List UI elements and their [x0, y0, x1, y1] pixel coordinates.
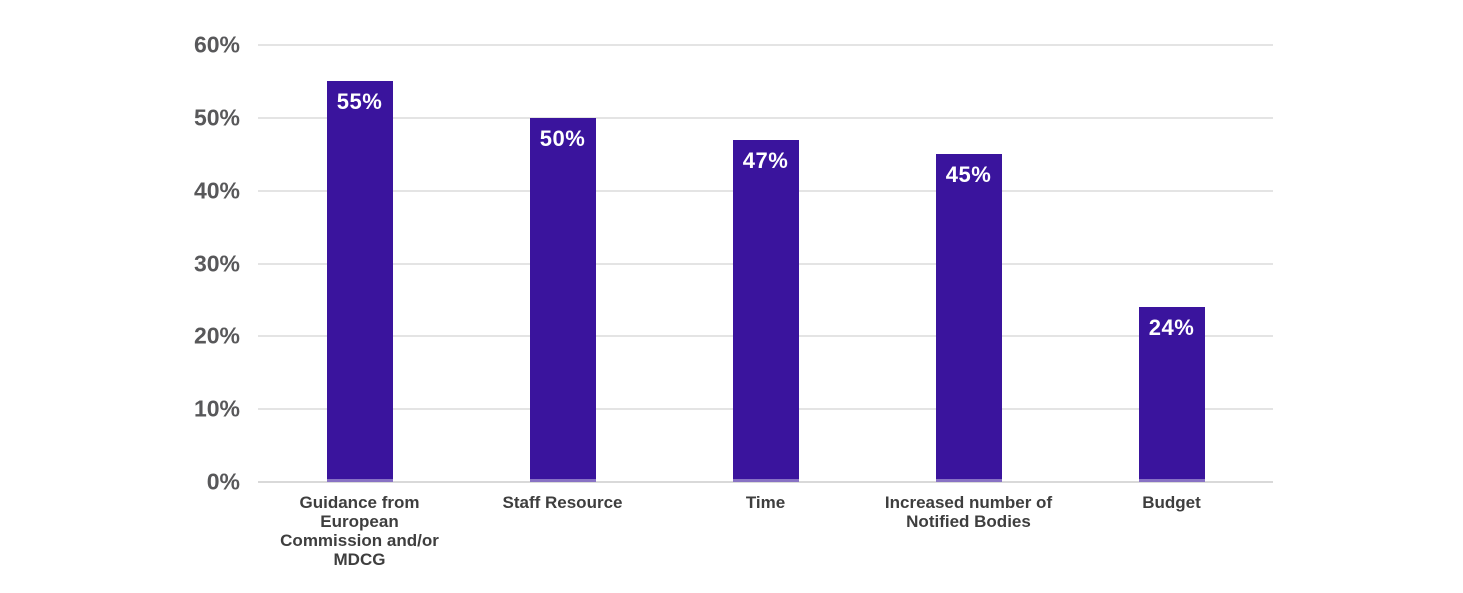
bar: 55% [326, 81, 393, 482]
bar: 45% [935, 154, 1002, 482]
bar-value-label: 55% [336, 89, 383, 115]
gridline [258, 44, 1273, 46]
bar: 24% [1138, 307, 1205, 482]
y-tick-label: 10% [193, 395, 240, 422]
x-category-label: Guidance from European Commission and/or… [280, 493, 439, 569]
x-category-label: Time [745, 493, 786, 512]
bar-value-label: 24% [1148, 315, 1195, 341]
bar-value-label: 45% [945, 162, 992, 188]
bar: 50% [529, 117, 596, 483]
x-category-label: Budget [1142, 493, 1201, 512]
plot-area: 55% 50% 47% 45% 24% [258, 44, 1273, 483]
bar-cell: 50% [461, 45, 664, 483]
x-axis: Guidance from European Commission and/or… [258, 493, 1273, 583]
x-category-label: Staff Resource [502, 493, 623, 512]
bar-cell: 47% [664, 45, 867, 483]
y-tick-label: 0% [206, 468, 240, 495]
y-tick-label: 60% [193, 31, 240, 58]
bar: 47% [732, 139, 799, 483]
bar-value-label: 47% [742, 147, 789, 173]
x-category-label: Increased number of Notified Bodies [884, 493, 1053, 531]
y-tick-label: 50% [193, 104, 240, 131]
bar-cell: 24% [1070, 45, 1273, 482]
bar-cell: 45% [867, 45, 1070, 482]
y-axis: 0% 10% 20% 30% 40% 50% 60% [0, 33, 240, 493]
bar-value-label: 50% [539, 125, 586, 151]
x-axis-baseline [258, 481, 1273, 483]
y-tick-label: 30% [193, 250, 240, 276]
bar-cell: 55% [258, 45, 461, 482]
gridline [258, 116, 1273, 119]
y-tick-label: 40% [193, 177, 240, 204]
y-tick-label: 20% [193, 322, 240, 349]
